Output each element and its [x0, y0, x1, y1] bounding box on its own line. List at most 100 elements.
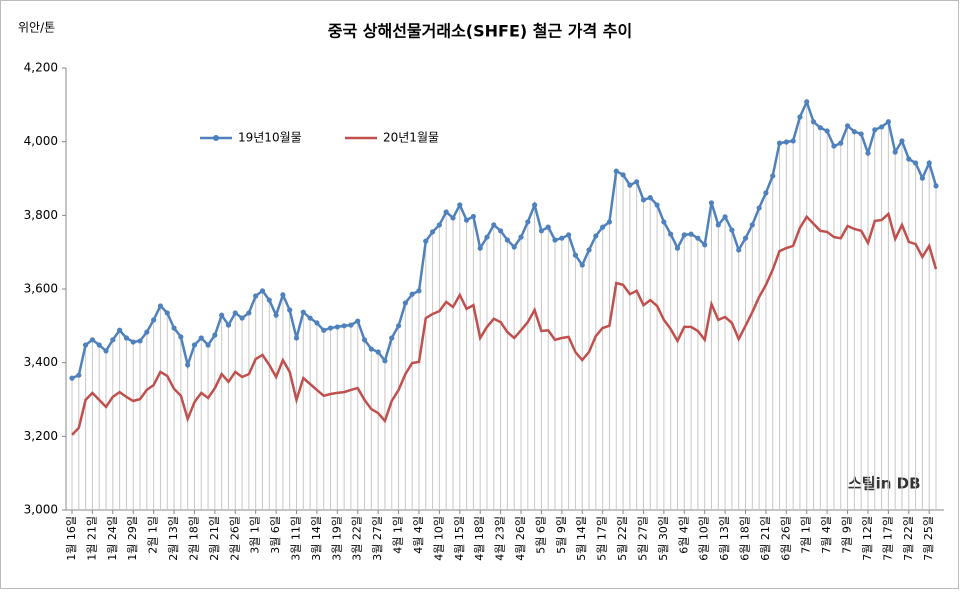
marker — [620, 172, 626, 178]
marker — [457, 202, 463, 208]
marker — [695, 235, 701, 241]
x-tick-label: 3월 14일 — [309, 516, 323, 561]
marker — [579, 262, 585, 268]
marker — [776, 140, 783, 146]
marker — [314, 320, 320, 326]
marker — [402, 300, 408, 306]
x-tick-label: 3월 19일 — [329, 516, 343, 561]
marker — [205, 342, 211, 348]
marker — [892, 149, 898, 155]
x-tick-label: 4월 18일 — [472, 516, 486, 561]
x-tick-label: 4월 23일 — [493, 516, 507, 561]
x-tick-label: 6월 4일 — [676, 516, 690, 554]
y-tick-label: 3,400 — [24, 355, 58, 369]
marker — [668, 231, 674, 237]
marker — [858, 131, 864, 137]
marker — [300, 309, 306, 315]
marker — [817, 125, 823, 131]
x-tick-label: 5월 27일 — [635, 516, 649, 561]
marker — [259, 288, 266, 294]
marker — [395, 323, 402, 329]
marker — [157, 303, 164, 309]
x-tick-label: 3월 22일 — [350, 516, 364, 561]
marker — [443, 209, 449, 215]
marker — [674, 245, 681, 251]
marker — [429, 229, 436, 235]
x-tick-label: 5월 17일 — [595, 516, 609, 561]
marker — [756, 205, 762, 211]
marker — [450, 215, 456, 221]
marker — [293, 335, 300, 341]
marker — [477, 245, 483, 251]
marker — [640, 197, 647, 203]
marker — [246, 310, 252, 316]
x-tick-label: 6월 13일 — [717, 516, 731, 561]
marker — [137, 338, 143, 344]
marker — [409, 291, 415, 297]
x-tick-label: 4월 1일 — [391, 516, 405, 554]
marker — [552, 237, 558, 243]
marker — [708, 200, 715, 206]
x-tick-label: 5월 30일 — [656, 516, 670, 561]
marker — [368, 346, 374, 352]
marker — [198, 335, 204, 341]
marker — [613, 168, 619, 174]
x-tick-label: 2월 26일 — [227, 516, 241, 561]
marker — [103, 348, 109, 354]
marker — [586, 247, 592, 253]
marker — [532, 202, 538, 208]
legend-label: 20년1월물 — [383, 131, 439, 145]
marker — [600, 224, 606, 230]
marker — [491, 222, 497, 228]
marker — [661, 219, 667, 225]
marker — [212, 332, 218, 338]
marker — [123, 335, 130, 341]
marker — [763, 190, 769, 196]
marker — [164, 310, 170, 316]
marker — [117, 327, 123, 333]
watermark: 스틸in DB — [848, 475, 921, 493]
marker — [824, 128, 830, 134]
marker — [634, 179, 640, 185]
marker — [899, 138, 905, 144]
marker — [497, 228, 504, 234]
marker — [525, 219, 531, 225]
x-tick-label: 5월 9일 — [554, 516, 568, 554]
marker — [110, 337, 116, 343]
marker — [885, 119, 891, 125]
marker — [266, 297, 272, 303]
marker — [470, 213, 476, 220]
marker — [844, 123, 851, 129]
x-tick-label: 1월 29일 — [125, 516, 139, 561]
marker — [151, 317, 157, 323]
x-tick-label: 7월 4일 — [819, 516, 833, 554]
marker — [382, 358, 388, 364]
marker — [76, 372, 82, 378]
y-tick-label: 3,800 — [24, 208, 58, 222]
marker — [919, 175, 925, 181]
marker — [715, 222, 721, 228]
marker — [191, 342, 198, 348]
marker — [770, 173, 776, 179]
x-tick-label: 2월 18일 — [186, 516, 200, 561]
marker — [647, 195, 653, 201]
marker — [872, 127, 878, 133]
y-unit: 위안/톤 — [18, 21, 55, 35]
marker — [688, 231, 694, 237]
marker — [239, 315, 245, 321]
marker — [130, 339, 136, 345]
marker — [348, 322, 354, 328]
marker — [171, 325, 177, 331]
marker — [559, 235, 565, 241]
marker — [783, 139, 789, 145]
marker — [865, 150, 871, 156]
series-line — [71, 211, 938, 436]
marker — [423, 238, 429, 244]
y-tick-label: 3,600 — [24, 282, 58, 296]
marker — [538, 228, 545, 234]
marker — [280, 292, 286, 298]
marker — [83, 342, 89, 348]
x-tick-label: 3월 1일 — [248, 516, 262, 554]
marker — [334, 324, 340, 330]
marker — [749, 222, 755, 228]
